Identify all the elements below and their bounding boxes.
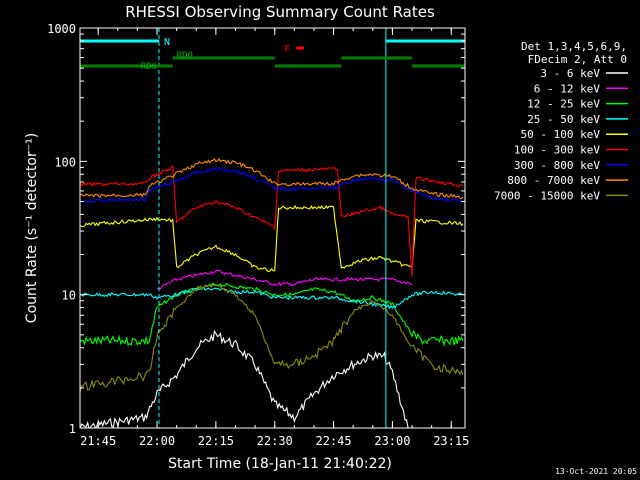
legend: Det 1,3,4,5,6,9,FDecim 2, Att 03 - 6 keV… bbox=[494, 40, 628, 202]
legend-label-4: 50 - 100 keV bbox=[521, 128, 601, 141]
x-tick-label-2: 22:15 bbox=[198, 434, 234, 448]
series-line-6 bbox=[80, 166, 464, 204]
x-axis-label: Start Time (18-Jan-11 21:40:22) bbox=[168, 456, 392, 472]
legend-label-6: 300 - 800 keV bbox=[514, 159, 600, 172]
legend-label-5: 100 - 300 keV bbox=[514, 144, 600, 157]
series-line-2 bbox=[80, 282, 464, 348]
series-line-0 bbox=[80, 329, 409, 428]
x-tick-label-6: 23:15 bbox=[433, 434, 469, 448]
legend-label-3: 25 - 50 keV bbox=[527, 113, 600, 126]
rd6-label: RD6 bbox=[141, 62, 157, 72]
legend-header-1: FDecim 2, Att 0 bbox=[528, 53, 627, 66]
series-line-8 bbox=[80, 283, 464, 392]
y-axis-label: Count Rate (s⁻¹ detector⁻¹) bbox=[24, 133, 40, 323]
series-line-1 bbox=[156, 269, 413, 290]
legend-label-1: 6 - 12 keV bbox=[534, 82, 601, 95]
series-group bbox=[80, 157, 464, 428]
chart-title: RHESSI Observing Summary Count Rates bbox=[125, 3, 435, 21]
legend-header-0: Det 1,3,4,5,6,9, bbox=[521, 40, 627, 53]
series-line-4 bbox=[80, 204, 464, 273]
timestamp: 13-Oct-2021 20:05 bbox=[555, 467, 637, 476]
series-line-5 bbox=[80, 164, 464, 277]
y-tick-label-2: 100 bbox=[54, 155, 76, 169]
legend-label-0: 3 - 6 keV bbox=[540, 67, 600, 80]
x-tick-label-4: 22:45 bbox=[316, 434, 352, 448]
y-tick-label-3: 1000 bbox=[47, 22, 76, 36]
legend-label-2: 12 - 25 keV bbox=[527, 98, 600, 111]
x-tick-label-3: 22:30 bbox=[257, 434, 293, 448]
night-label: N bbox=[164, 37, 170, 48]
legend-label-8: 7000 - 15000 keV bbox=[494, 189, 600, 202]
flare-label: F bbox=[284, 44, 290, 55]
x-tick-label-0: 21:45 bbox=[80, 434, 116, 448]
x-tick-label-1: 22:00 bbox=[139, 434, 175, 448]
plot-area: N F RD0 RD6 1 10 100 1000 21:45 22:00 22:15 22:30 22… bbox=[47, 22, 469, 448]
plot-frame bbox=[79, 27, 466, 429]
y-tick-label-1: 10 bbox=[62, 289, 76, 303]
legend-label-7: 800 - 7000 keV bbox=[507, 174, 600, 187]
series-line-3 bbox=[80, 286, 464, 310]
x-tick-label-5: 23:00 bbox=[374, 434, 410, 448]
y-tick-label-0: 1 bbox=[69, 422, 76, 436]
rd0-label: RD0 bbox=[177, 51, 193, 61]
series-line-7 bbox=[80, 157, 464, 200]
